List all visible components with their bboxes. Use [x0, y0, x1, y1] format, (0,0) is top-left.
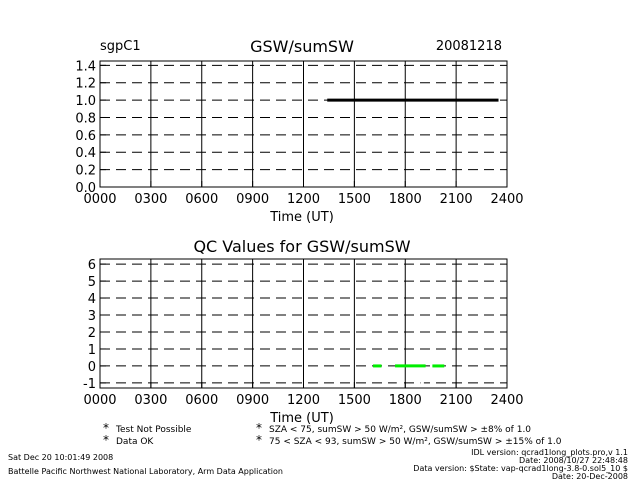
c2-x-tick-label: 1800 [389, 393, 422, 408]
legend-label-sza-93: 75 < SZA < 93, sumSW > 50 W/m², GSW/sumS… [269, 437, 562, 447]
c2-y-tick-label: 0 [88, 360, 96, 375]
idl-date: Date: 2008/10/27 22:48:48 [519, 456, 628, 465]
c2-x-tick-label: 0000 [83, 393, 116, 408]
chart1-grid [100, 61, 507, 188]
footer: Sat Dec 20 10:01:49 2008 Battelle Pacifi… [8, 448, 628, 480]
c1-x-tick-label: 2100 [440, 192, 473, 207]
chart2-x-axis-label: Time (UT) [269, 411, 334, 426]
c2-y-tick-label: 1 [88, 343, 96, 358]
chart1-x-ticks: 0000 0300 0600 0900 1200 1500 1800 2100 2400 [83, 181, 524, 207]
legend-symbol-sza-75: * [256, 421, 262, 435]
qc-values-chart: QC Values for GSW/sumSW 0000 0300 0600 0900… [83, 237, 524, 426]
date-label: 20081218 [436, 39, 502, 54]
c2-y-tick-label: 5 [88, 275, 96, 290]
c1-y-tick-label: 0.8 [75, 111, 96, 126]
gsw-sumsw-chart: GSW/sumSW 0000 0300 0600 0900 1200 1500 1800 21… [75, 37, 523, 225]
legend-label-sza-75: SZA < 75, sumSW > 50 W/m², GSW/sumSW > ±… [269, 425, 531, 435]
legend-symbol-data-ok: * [103, 433, 109, 447]
chart2-title: QC Values for GSW/sumSW [193, 237, 410, 256]
c2-x-tick-label: 2400 [490, 393, 523, 408]
c1-x-tick-label: 2400 [490, 192, 523, 207]
site-label: sgpC1 [100, 39, 141, 54]
lab-credit: Battelle Pacific Northwest National Labo… [8, 467, 283, 476]
c1-x-tick-label: 1500 [338, 192, 371, 207]
chart2-y-ticks: -1 0 1 2 3 4 5 6 [83, 258, 106, 392]
c1-x-tick-label: 1200 [287, 192, 320, 207]
legend-label-data-ok: Data OK [116, 437, 154, 447]
c1-y-tick-label: 1.0 [75, 94, 96, 109]
c1-x-tick-label: 1800 [389, 192, 422, 207]
chart1-x-axis-label: Time (UT) [269, 210, 334, 225]
c1-y-tick-label: 0.2 [75, 164, 96, 179]
chart2-series [373, 364, 445, 385]
legend-label-test-not-possible: Test Not Possible [115, 425, 192, 435]
c2-y-tick-label: 6 [88, 258, 96, 273]
c2-x-tick-label: 2100 [440, 393, 473, 408]
c2-x-tick-label: 0300 [134, 393, 167, 408]
c2-x-tick-label: 0900 [236, 393, 269, 408]
chart2-grid [100, 259, 507, 388]
c2-y-tick-label: -1 [83, 377, 96, 392]
c2-x-tick-label: 1500 [338, 393, 371, 408]
chart1-y-ticks: 0.0 0.2 0.4 0.6 0.8 1.0 1.2 1.4 [75, 59, 106, 196]
c1-y-tick-label: 0.6 [75, 129, 96, 144]
data-version: Data version: $State: vap-qcrad1long-3.8… [413, 464, 628, 473]
qc-legend: * Test Not Possible * Data OK * SZA < 75… [103, 421, 562, 447]
c1-x-tick-label: 0600 [185, 192, 218, 207]
c1-y-tick-label: 0.0 [75, 181, 96, 196]
chart2-x-ticks: 0000 0300 0600 0900 1200 1500 1800 2100 2400 [83, 382, 524, 408]
c1-y-tick-label: 1.4 [75, 59, 96, 74]
c1-x-tick-label: 0000 [83, 192, 116, 207]
legend-symbol-sza-93: * [256, 433, 262, 447]
chart1-title: GSW/sumSW [250, 37, 354, 56]
c2-x-tick-label: 1200 [287, 393, 320, 408]
c1-x-tick-label: 0900 [236, 192, 269, 207]
c1-y-tick-label: 0.4 [75, 146, 96, 161]
c2-x-tick-label: 0600 [185, 393, 218, 408]
run-date: Sat Dec 20 10:01:49 2008 [8, 453, 113, 462]
c2-y-tick-label: 2 [88, 326, 96, 341]
c1-y-tick-label: 1.2 [75, 77, 96, 92]
c2-y-tick-label: 4 [88, 292, 96, 307]
legend-symbol-test-not-possible: * [103, 421, 109, 435]
c2-y-tick-label: 3 [88, 309, 96, 324]
c1-x-tick-label: 0300 [134, 192, 167, 207]
idl-version: IDL version: qcrad1long_plots.pro,v 1.1 [471, 448, 628, 457]
data-date: Date: 20-Dec-2008 [552, 472, 628, 480]
